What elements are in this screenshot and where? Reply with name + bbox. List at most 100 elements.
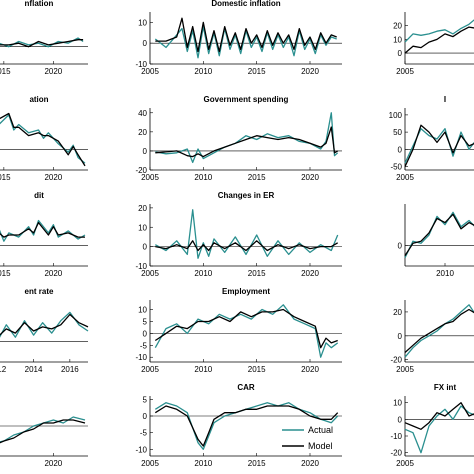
y-tick-label: 0 [143, 412, 148, 421]
y-tick-label: 0 [143, 147, 148, 156]
panel-title: CAR [237, 383, 255, 392]
series-line-model [404, 402, 474, 430]
series-line-model [0, 112, 86, 167]
y-tick-label: 100 [389, 111, 403, 120]
x-tick-label: 2010 [194, 269, 212, 278]
panel-right-row1: 20 10 0 2005 [393, 12, 474, 76]
y-tick-label: 50 [393, 128, 402, 137]
series-line-model [0, 313, 89, 336]
y-tick-label: 0 [143, 243, 148, 252]
panel-left-row2: ation 015 2020 [0, 95, 88, 182]
y-tick-label: -20 [390, 356, 402, 365]
x-tick-label: 2012 [0, 365, 7, 374]
x-tick-label: 2005 [396, 67, 414, 76]
y-tick-label: 40 [138, 109, 147, 118]
panel-title: Changes in ER [218, 191, 275, 200]
x-tick-label: 2015 [248, 67, 266, 76]
y-tick-label: -10 [135, 262, 147, 271]
legend: Actual Model [282, 425, 333, 451]
y-tick-label: 0 [143, 39, 148, 48]
panel-title: FX int [434, 383, 457, 392]
y-tick-label: -20 [390, 449, 402, 458]
legend-label-model: Model [308, 441, 333, 451]
x-tick-label: 2005 [396, 173, 414, 182]
panel-title: ent rate [25, 287, 54, 296]
y-tick-label: 10 [393, 399, 402, 408]
x-tick-label: 2020 [301, 459, 319, 468]
y-tick-label: 10 [138, 223, 147, 232]
series-line-model [155, 126, 339, 158]
x-tick-label: 2015 [248, 459, 266, 468]
x-tick-label: 2020 [44, 67, 62, 76]
x-tick-label: 2010 [194, 67, 212, 76]
x-tick-label: 2015 [248, 365, 266, 374]
series-line-actual [404, 19, 474, 43]
x-tick-label: 015 [0, 269, 11, 278]
panel-left-row4: ent rate 2012 2014 2016 [0, 287, 89, 374]
x-tick-label: 2020 [44, 269, 62, 278]
y-tick-label: -20 [135, 166, 147, 175]
y-tick-label: 20 [393, 308, 402, 317]
x-tick-label: 2020 [301, 173, 319, 182]
legend-label-actual: Actual [308, 425, 333, 435]
panel-title: Employment [222, 287, 270, 296]
y-tick-label: -50 [390, 163, 402, 172]
panel-title: nflation [25, 0, 54, 8]
series-line-model [404, 26, 474, 54]
x-tick-label: 2005 [141, 365, 159, 374]
series-line-actual [154, 25, 337, 59]
panel-right-row3: 020102015 [398, 204, 474, 278]
y-tick-label: 5 [143, 395, 148, 404]
x-tick-label: 2010 [194, 459, 212, 468]
series-line-model [0, 419, 86, 444]
panel-left-row1: nflation 015 2020 [0, 0, 88, 76]
y-tick-label: -5 [140, 341, 148, 350]
series-line-actual [404, 405, 474, 454]
series-line-actual [0, 219, 86, 242]
series-line-actual [154, 304, 339, 358]
x-tick-label: 015 [0, 173, 11, 182]
x-tick-label: 2005 [141, 459, 159, 468]
y-tick-label: 5 [143, 317, 148, 326]
series-line-actual [0, 416, 86, 443]
y-tick-label: 0 [143, 329, 148, 338]
y-tick-label: 20 [138, 204, 147, 213]
y-tick-label: 0 [398, 241, 403, 250]
x-tick-label: 2005 [396, 365, 414, 374]
panel-left-row5: 2020 [0, 416, 88, 468]
panel-center-row5: CAR 5 0 -5 -10 2005 2010 2015 2020 [135, 383, 342, 468]
y-tick-label: 0 [398, 415, 403, 424]
series-line-model [0, 39, 84, 48]
y-tick-label: -10 [390, 432, 402, 441]
series-line-model [0, 221, 85, 238]
x-tick-label: 2005 [141, 269, 159, 278]
y-tick-label: 0 [398, 49, 403, 58]
y-tick-label: -5 [140, 429, 148, 438]
series-line-model [155, 17, 337, 53]
x-tick-label: 2016 [61, 365, 79, 374]
panel-left-row3: dit 015 2020 [0, 191, 88, 278]
y-tick-label: -10 [135, 353, 147, 362]
y-tick-label: -10 [135, 60, 147, 69]
series-line-model [154, 405, 339, 447]
y-tick-label: 0 [398, 145, 403, 154]
x-tick-label: 2010 [194, 173, 212, 182]
y-tick-label: 10 [393, 35, 402, 44]
x-tick-label: 2015 [248, 269, 266, 278]
y-tick-label: 20 [393, 22, 402, 31]
y-tick-label: -10 [135, 445, 147, 454]
x-tick-label: 2005 [396, 459, 414, 468]
series-line-actual [155, 112, 339, 164]
x-tick-label: 2020 [301, 67, 319, 76]
panel-title: dit [34, 191, 44, 200]
panel-title: Government spending [204, 95, 289, 104]
series-line-model [404, 213, 474, 257]
panel-title: Domestic inflation [211, 0, 280, 8]
x-tick-label: 2010 [194, 365, 212, 374]
y-tick-label: 20 [138, 128, 147, 137]
series-line-actual [154, 209, 339, 259]
